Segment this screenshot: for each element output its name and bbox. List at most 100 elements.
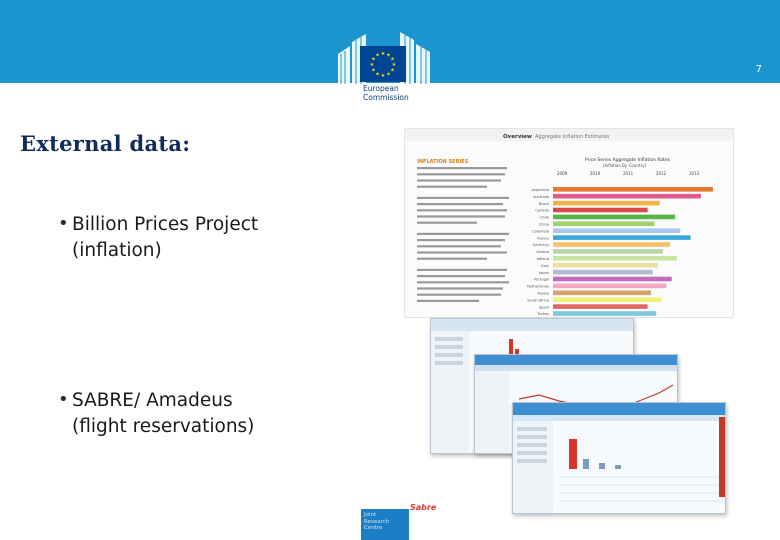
jrc-line1: Joint — [364, 512, 377, 518]
bullet-text-line1: SABRE/ Amadeus — [72, 390, 233, 411]
bpp-bar — [553, 207, 648, 213]
slide-title: External data: — [20, 131, 191, 156]
svg-text:★: ★ — [381, 51, 386, 57]
bpp-bar — [553, 269, 653, 275]
bpp-text-line — [417, 251, 507, 254]
bpp-country-label: Australia — [533, 195, 549, 199]
european-commission-logo: ★ ★ ★ ★ ★ ★ ★ ★ ★ ★ ★ ★ European Commission — [336, 24, 432, 106]
bpp-country-label: Germany — [532, 243, 549, 247]
sabre-logo: Sabre — [410, 503, 437, 512]
jrc-logo: Joint Research Centre — [361, 509, 409, 540]
bpp-country-label: France — [537, 236, 550, 240]
bpp-text-line — [417, 257, 487, 260]
bpp-country-label: Colombia — [532, 229, 549, 233]
bpp-bar — [553, 200, 660, 206]
bpp-country-label: Russia — [537, 292, 549, 296]
bpp-text-line — [417, 173, 505, 176]
bpp-country-label: Japan — [538, 271, 549, 275]
bpp-text-line — [417, 215, 505, 218]
bpp-country-label: Italy — [541, 264, 550, 268]
ec-wordmark-line1: European — [363, 84, 399, 93]
bpp-country-label: Portugal — [534, 278, 549, 282]
bpp-chart-subtitle: (Inflation By Country) — [603, 163, 646, 168]
bpp-country-label: Spain — [539, 305, 549, 309]
bpp-text-line — [417, 293, 501, 296]
bullet-billion-prices: • Billion Prices Project (inflation) — [58, 212, 362, 264]
bpp-bar — [553, 187, 713, 192]
bpp-country-label: Argentina — [531, 188, 549, 192]
svg-text:★: ★ — [381, 73, 386, 79]
bpp-text-line — [417, 232, 509, 235]
bpp-text-line — [417, 287, 503, 290]
bpp-text-line — [417, 239, 505, 242]
bpp-bar — [553, 235, 691, 240]
tab-aggregate: Aggregate Inflation Estimates — [535, 134, 610, 140]
bpp-text-line — [417, 299, 479, 302]
bullet-text-line2: (flight reservations) — [72, 416, 255, 437]
bpp-country-label: Netherlands — [527, 285, 549, 289]
amadeus-screenshots: Sabre — [404, 318, 734, 514]
svg-text:★: ★ — [371, 68, 376, 74]
bpp-bar — [553, 311, 657, 316]
bpp-bar — [553, 262, 658, 268]
bpp-year-label: 2011 — [623, 171, 634, 176]
bpp-country-label: Canada — [535, 209, 549, 213]
billion-prices-screenshot: Overview Aggregate Inflation Estimates I… — [404, 128, 734, 318]
amadeus-window-3 — [512, 402, 726, 514]
bpp-bar — [553, 297, 662, 302]
bpp-bar — [553, 214, 676, 220]
bpp-year-label: 2010 — [590, 171, 601, 176]
jrc-line2: Research — [364, 518, 390, 525]
bullet-dot-icon: • — [58, 213, 69, 234]
svg-text:★: ★ — [386, 53, 391, 59]
tab-overview: Overview — [503, 134, 532, 140]
svg-text:★: ★ — [375, 53, 380, 59]
svg-text:★: ★ — [390, 57, 395, 63]
bpp-bar — [553, 256, 677, 261]
bpp-text-line — [417, 179, 501, 182]
bpp-country-label: South Africa — [527, 298, 549, 302]
bpp-country-label: Chile — [540, 216, 550, 220]
bpp-text-line — [417, 268, 507, 271]
bpp-text-line — [417, 209, 507, 212]
jrc-line3: Centre — [364, 525, 383, 531]
bpp-bar — [553, 221, 655, 227]
inflation-chart-image: Overview Aggregate Inflation Estimates I… — [405, 129, 733, 316]
svg-text:★: ★ — [392, 62, 397, 68]
bpp-country-label: China — [539, 223, 549, 227]
bpp-year-label: 2009 — [557, 171, 568, 176]
ec-wordmark-line2: Commission — [363, 93, 409, 102]
svg-text:Sabre: Sabre — [410, 503, 437, 512]
jrc-wordmark: Joint Research Centre — [364, 512, 389, 532]
bpp-chart-title: Price Series Aggregate Inflation Rates — [585, 157, 671, 163]
svg-text:★: ★ — [371, 57, 376, 63]
bpp-text-line — [417, 221, 477, 224]
bpp-country-label: Turkey — [536, 312, 550, 316]
bpp-bar — [553, 276, 672, 282]
bullet-text-line2: (inflation) — [72, 240, 162, 261]
bullet-text-line1: Billion Prices Project — [72, 214, 259, 235]
bpp-bar — [553, 290, 652, 296]
bullet-dot-icon: • — [58, 389, 69, 410]
bpp-text-line — [417, 203, 503, 206]
bpp-text-line — [417, 281, 509, 284]
inflation-series-heading: INFLATION SERIES — [417, 159, 469, 165]
bpp-bar — [553, 242, 670, 247]
svg-text:★: ★ — [375, 72, 380, 78]
eu-flag-icon: ★ ★★ ★★★ ★★★ ★★★ — [360, 46, 406, 82]
bpp-text-line — [417, 196, 509, 199]
bpp-bar — [553, 304, 648, 309]
bpp-text-line — [417, 275, 505, 278]
bpp-country-label: Ireland — [537, 257, 549, 261]
svg-text:★: ★ — [386, 72, 391, 78]
bpp-text-line — [417, 167, 507, 170]
bpp-bar — [553, 193, 701, 199]
bpp-bar — [553, 228, 681, 233]
svg-text:★: ★ — [390, 68, 395, 74]
bpp-bar — [553, 249, 664, 254]
bpp-bar — [553, 283, 667, 289]
svg-text:★: ★ — [370, 62, 375, 68]
bpp-year-label: 2012 — [656, 171, 667, 176]
bpp-text-line — [417, 185, 487, 188]
bpp-country-label: Greece — [536, 250, 550, 254]
